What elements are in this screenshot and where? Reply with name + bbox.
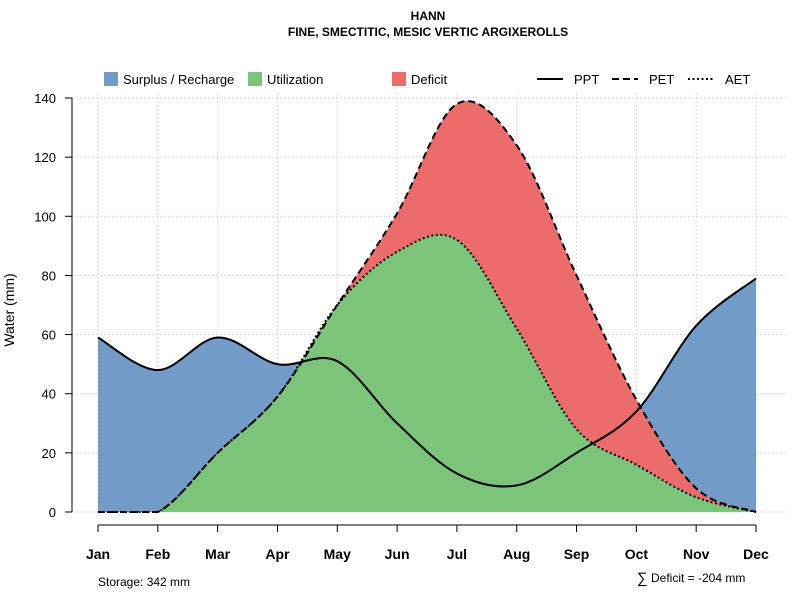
legend-label-aet: AET — [725, 72, 750, 87]
y-tick-label: 100 — [34, 209, 56, 224]
y-tick-label: 140 — [34, 91, 56, 106]
areas — [98, 101, 756, 513]
y-axis-label: Water (mm) — [1, 273, 17, 346]
deficit-annotation: Deficit = -204 mm — [651, 571, 745, 585]
legend-swatch-surplus — [104, 72, 118, 86]
series-line-aet — [97, 233, 757, 513]
x-tick-label: Oct — [625, 546, 649, 562]
x-tick-label: Jul — [447, 546, 467, 562]
y-tick-label: 80 — [42, 268, 56, 283]
legend: Surplus / Recharge Utilization Deficit P… — [104, 72, 750, 87]
lines — [97, 100, 757, 513]
x-tick-label: Nov — [683, 546, 710, 562]
x-tick-label: Feb — [145, 546, 170, 562]
chart-subtitle: FINE, SMECTITIC, MESIC VERTIC ARGIXEROLL… — [288, 25, 568, 39]
y-tick-label: 60 — [42, 328, 56, 343]
chart-title: HANN — [411, 9, 446, 23]
x-tick-label: Dec — [743, 546, 769, 562]
legend-label-utilization: Utilization — [267, 72, 323, 87]
legend-label-deficit: Deficit — [411, 72, 448, 87]
legend-label-ppt: PPT — [574, 72, 599, 87]
utilization-area — [98, 234, 756, 512]
y-tick-label: 40 — [42, 387, 56, 402]
legend-label-pet: PET — [649, 72, 674, 87]
x-tick-label: Aug — [503, 546, 530, 562]
axes: 0 20 40 60 80 100 120 140 Jan Feb Mar Apr May Jun Jul A… — [34, 91, 769, 562]
x-tick-label: Apr — [265, 546, 290, 562]
sum-symbol: ∑ — [637, 570, 648, 587]
y-tick-label: 0 — [49, 505, 56, 520]
y-tick-label: 120 — [34, 150, 56, 165]
series-line-ppt — [97, 277, 757, 488]
x-tick-label: May — [324, 546, 351, 562]
y-tick-label: 20 — [42, 446, 56, 461]
x-tick-label: Jan — [86, 546, 110, 562]
x-tick-label: Sep — [564, 546, 590, 562]
legend-swatch-deficit — [392, 72, 406, 86]
legend-swatch-utilization — [248, 72, 262, 86]
storage-annotation: Storage: 342 mm — [98, 575, 190, 589]
x-tick-label: Mar — [205, 546, 230, 562]
x-tick-label: Jun — [385, 546, 410, 562]
legend-label-surplus: Surplus / Recharge — [123, 72, 234, 87]
